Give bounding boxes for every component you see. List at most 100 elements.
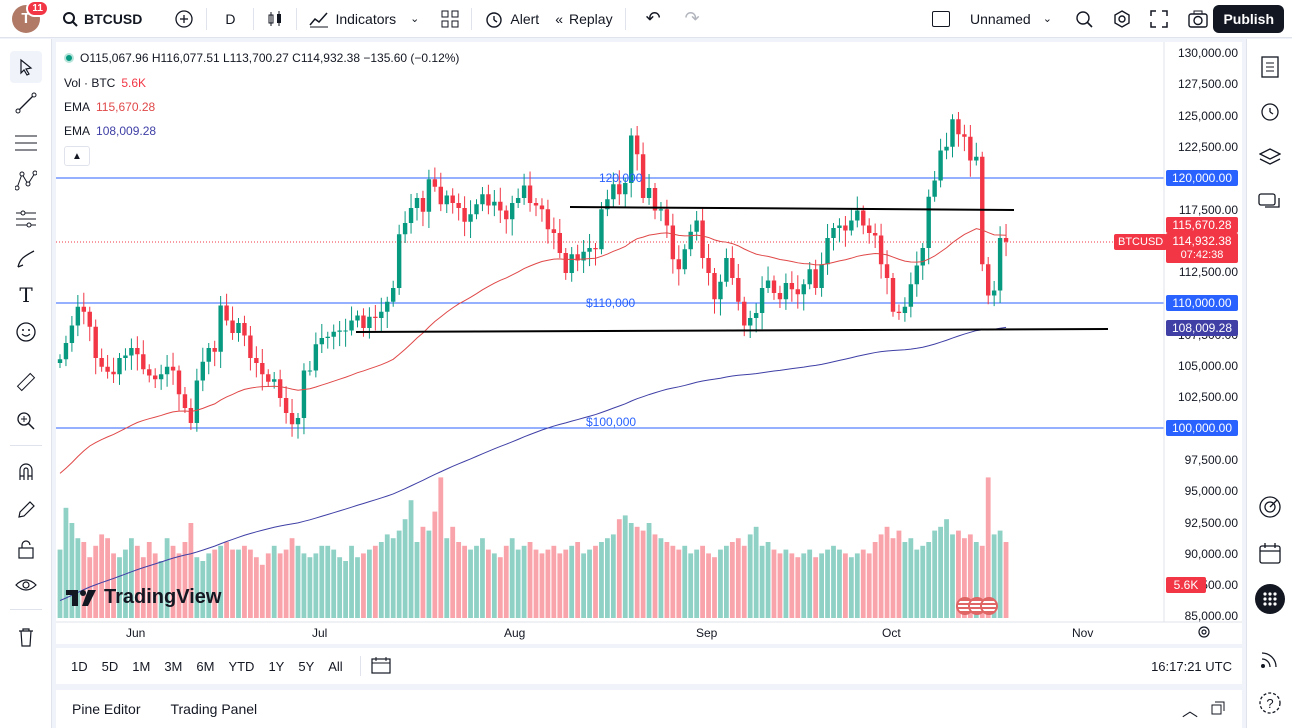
chart-type-button[interactable] — [258, 0, 292, 38]
timeframe-button[interactable]: 3M — [164, 658, 183, 674]
volume-bar — [813, 557, 819, 618]
timeframe-button[interactable]: 1M — [132, 658, 151, 674]
delete-tool[interactable] — [10, 621, 42, 653]
lock-tool[interactable] — [10, 533, 42, 565]
volume-bars — [57, 477, 1009, 618]
emoji-tool[interactable] — [10, 316, 42, 348]
candle — [319, 338, 324, 345]
visibility-tool[interactable] — [10, 569, 42, 601]
axis-settings-button[interactable] — [1197, 625, 1211, 644]
candle — [896, 311, 902, 313]
price-axis-label: 130,000.00 — [1177, 46, 1238, 60]
ema-slow-line[interactable] — [59, 326, 1007, 602]
drawing-toolbar: T — [0, 39, 52, 728]
ohlc-values: O115,067.96 H116,077.51 L113,700.27 C114… — [80, 51, 460, 65]
price-chart-svg[interactable]: 120,000 $110,000 $100,000 — [56, 42, 1242, 644]
resistance-trendline[interactable] — [569, 206, 1015, 211]
volume-bar — [735, 538, 741, 618]
candle — [551, 229, 557, 233]
layers-button[interactable] — [1254, 141, 1286, 173]
candle — [75, 306, 81, 326]
redo-button[interactable]: ↷ — [677, 0, 708, 38]
brush-tool[interactable] — [10, 243, 42, 275]
chart-pane[interactable]: 120,000 $110,000 $100,000 O115,067.96 H1… — [56, 42, 1242, 644]
pattern-tool[interactable] — [10, 165, 42, 197]
symbol-search[interactable]: BTCUSD — [54, 0, 150, 38]
timeframe-button[interactable]: 5D — [101, 658, 119, 674]
calendar-button[interactable] — [1254, 537, 1286, 569]
layout-button[interactable]: Unnamed ⌄ — [924, 0, 1060, 38]
indicators-button[interactable]: Indicators ⌄ — [301, 0, 427, 38]
ema1-legend[interactable]: EMA 115,670.28 — [64, 100, 155, 114]
watchlist-button[interactable] — [1254, 51, 1286, 83]
timeframe-button[interactable]: 6M — [196, 658, 215, 674]
candle — [932, 180, 937, 197]
alerts-panel-button[interactable] — [1254, 95, 1286, 127]
target-icon — [1259, 496, 1281, 518]
replay-button[interactable]: « Replay — [547, 0, 620, 38]
candle — [480, 194, 485, 205]
magnet-tool[interactable] — [10, 456, 42, 488]
alert-button[interactable]: Alert — [476, 0, 547, 38]
candle — [682, 249, 687, 270]
layers-icon — [1259, 148, 1281, 165]
ruler-tool[interactable] — [10, 366, 42, 398]
volume-bar — [426, 530, 432, 618]
quick-search-button[interactable] — [1066, 0, 1102, 38]
volume-bar — [253, 557, 259, 618]
help-button[interactable]: ? — [1254, 687, 1286, 719]
tradingview-wordmark: TradingView — [104, 586, 222, 608]
price-axis-label: 90,000.00 — [1184, 546, 1238, 561]
hline-120000-label: 120,000 — [599, 171, 643, 185]
apps-button[interactable] — [1254, 583, 1286, 615]
trendline-tool[interactable] — [10, 87, 42, 119]
volume-bar — [176, 553, 182, 618]
tradingview-logo[interactable]: TradingView — [66, 586, 221, 609]
cursor-tool[interactable] — [10, 51, 42, 83]
draw-mode-tool[interactable] — [10, 494, 42, 526]
stream-button[interactable] — [1254, 643, 1286, 675]
snapshot-button[interactable] — [1180, 0, 1216, 38]
clock[interactable]: 16:17:21 UTC — [1151, 658, 1232, 674]
ema2-legend[interactable]: EMA 108,009.28 — [64, 124, 156, 138]
publish-button[interactable]: Publish — [1213, 5, 1284, 33]
volume-bar — [771, 549, 777, 618]
chats-button[interactable] — [1254, 187, 1286, 219]
timeframe-button[interactable]: YTD — [228, 658, 255, 674]
lock-icon — [18, 540, 34, 559]
maximize-panel-button[interactable] — [1210, 700, 1226, 719]
candle — [634, 135, 640, 155]
undo-button[interactable]: ↶ — [638, 0, 669, 38]
candle — [87, 311, 92, 327]
forecast-tool[interactable] — [10, 203, 42, 235]
fib-tool[interactable] — [10, 127, 42, 159]
chevron-up-icon[interactable]: ︿ — [1181, 703, 1198, 720]
candle — [623, 183, 628, 195]
date-range-button[interactable] — [371, 656, 391, 677]
interval-button[interactable]: D — [211, 0, 249, 38]
candle — [385, 301, 390, 312]
volume-bar — [194, 557, 200, 618]
ema-fast-line[interactable] — [59, 228, 1007, 474]
text-tool[interactable]: T — [10, 279, 42, 311]
volume-bar — [295, 545, 301, 618]
timeframe-button[interactable]: All — [328, 658, 343, 674]
zoom-tool[interactable] — [10, 405, 42, 437]
compare-button[interactable] — [166, 0, 202, 38]
volume-legend[interactable]: Vol · BTC 5.6K — [64, 76, 146, 90]
volume-bar — [361, 553, 366, 618]
tab-trading-panel[interactable]: Trading Panel — [170, 701, 258, 717]
volume-bar — [93, 545, 99, 618]
support-trendline[interactable] — [355, 328, 1109, 333]
timeframe-button[interactable]: 1D — [71, 658, 88, 674]
fullscreen-button[interactable] — [1142, 0, 1176, 38]
templates-button[interactable] — [433, 0, 467, 38]
collapse-legend-button[interactable]: ▲ — [64, 146, 90, 166]
timeframe-button[interactable]: 1Y — [268, 658, 285, 674]
tab-pine-editor[interactable]: Pine Editor — [72, 701, 141, 717]
avatar[interactable]: T 11 — [12, 0, 49, 33]
settings-button[interactable] — [1104, 0, 1140, 38]
ideas-button[interactable] — [1254, 491, 1286, 523]
timeframe-button[interactable]: 5Y — [298, 658, 315, 674]
economic-events[interactable] — [956, 597, 998, 615]
